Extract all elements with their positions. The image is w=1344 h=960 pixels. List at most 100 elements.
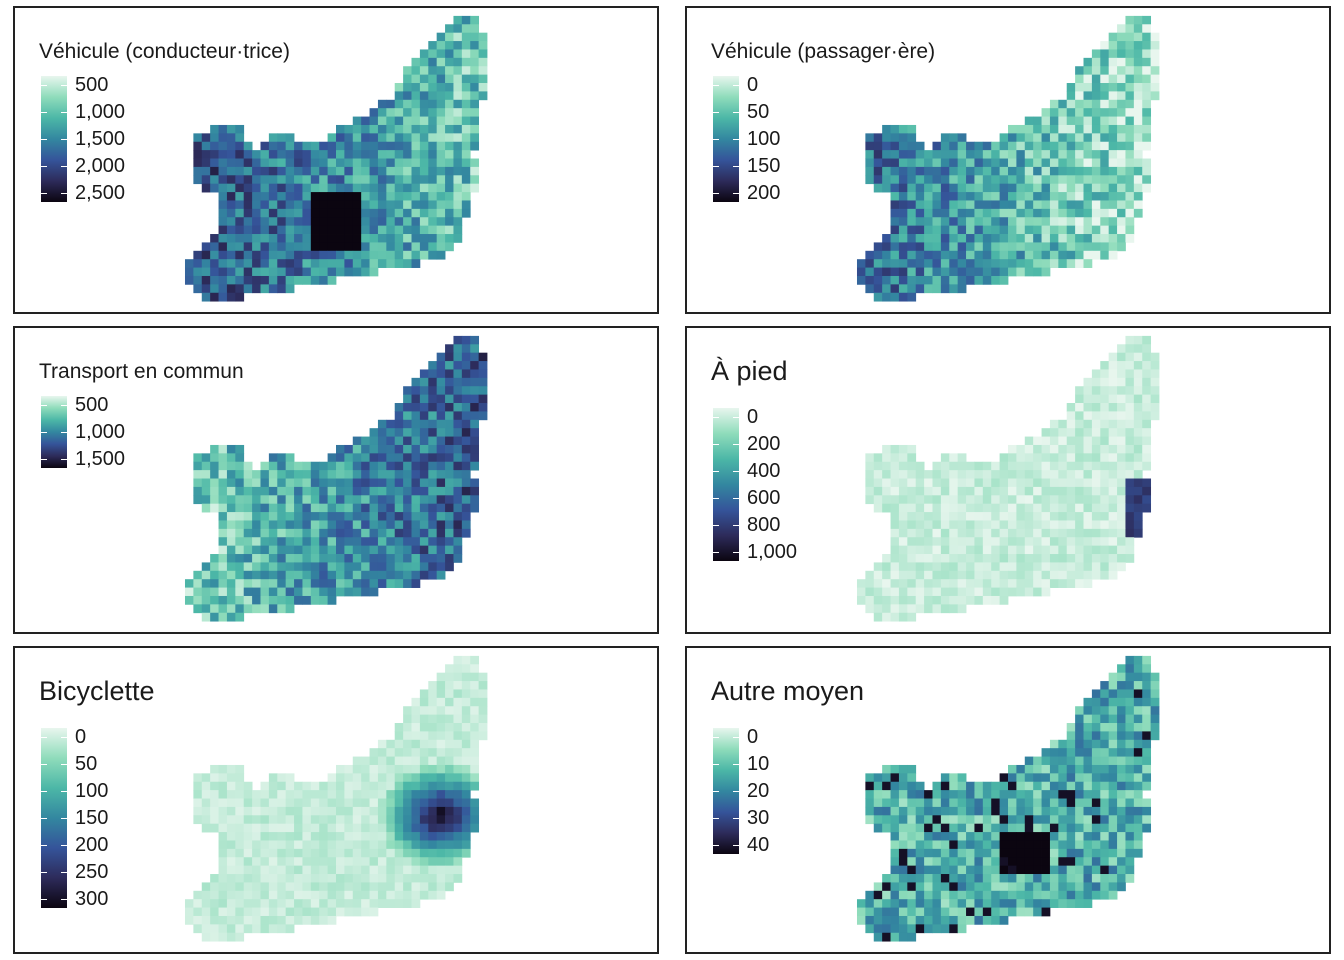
census-tract-321	[361, 175, 370, 185]
census-tract-65	[461, 83, 471, 92]
census-tract-436	[957, 528, 967, 538]
census-tract-160	[419, 773, 429, 783]
census-tract-176	[949, 141, 959, 151]
census-tract-140	[865, 453, 875, 463]
census-tract-55	[1142, 74, 1152, 84]
census-tract-190	[1066, 781, 1076, 791]
census-tract-631	[1066, 899, 1076, 908]
census-tract-477	[377, 537, 387, 547]
census-tract-10	[1133, 672, 1143, 682]
census-tract-150	[1008, 773, 1017, 783]
census-tract-346	[966, 823, 975, 833]
census-tract-58	[403, 83, 412, 92]
census-tract-661	[890, 595, 900, 605]
census-tract-320	[1024, 495, 1034, 505]
census-tract-142	[882, 133, 891, 143]
census-tract-411	[327, 840, 337, 850]
census-tract-56	[478, 394, 488, 404]
census-tract-213	[974, 150, 984, 159]
map-panel-bicyclette: Bicyclette 0 50 100 150 200 250 300	[13, 646, 659, 954]
census-tract-610	[218, 259, 228, 268]
census-tract-327	[1083, 495, 1093, 505]
census-tract-477	[1049, 537, 1059, 547]
census-tract-381	[999, 192, 1009, 201]
census-tract-574	[436, 242, 446, 252]
census-tract-607	[865, 899, 875, 908]
census-tract-52	[445, 394, 454, 404]
census-tract-531	[1008, 554, 1017, 563]
census-tract-520	[243, 874, 253, 883]
census-tract-544	[445, 874, 454, 883]
census-tract-686	[285, 604, 295, 614]
census-tract-543	[1108, 234, 1118, 243]
census-tract-629	[377, 259, 387, 268]
census-tract-460	[235, 537, 245, 547]
census-tract-64	[1125, 723, 1135, 732]
census-tract-553	[260, 242, 270, 252]
census-tract-220	[361, 470, 370, 479]
census-tract-522	[260, 554, 270, 563]
census-tract-580	[226, 890, 236, 900]
census-tract-330	[1108, 815, 1118, 825]
census-tract-578	[882, 250, 891, 260]
census-tract-463	[932, 217, 942, 227]
census-tract-257	[1066, 798, 1076, 808]
census-tract-412	[1008, 520, 1017, 530]
census-tract-161	[1100, 453, 1110, 463]
census-tract-297	[445, 806, 454, 816]
census-tract-195	[1108, 141, 1118, 151]
census-tract-395	[1117, 832, 1126, 841]
census-tract-172	[907, 461, 917, 471]
census-tract-200	[193, 150, 203, 159]
census-tract-16	[1125, 41, 1135, 50]
census-tract-592	[327, 250, 337, 260]
census-tract-447	[377, 848, 387, 858]
census-tract-77	[470, 731, 480, 741]
census-tract-180	[310, 461, 320, 471]
census-tract-189	[386, 781, 396, 791]
census-tract-35	[470, 377, 480, 387]
census-tract-432	[252, 528, 261, 538]
census-tract-320	[1024, 815, 1034, 825]
census-tract-288	[369, 806, 379, 816]
census-tract-97	[419, 748, 429, 757]
census-tract-117	[1133, 756, 1143, 766]
census-tract-563	[1016, 882, 1026, 892]
census-tract-417	[1049, 840, 1059, 850]
census-tract-404	[268, 200, 278, 210]
census-tract-441	[999, 848, 1009, 858]
census-tract-544	[1117, 234, 1126, 243]
census-tract-454	[436, 208, 446, 218]
census-tract-548	[890, 242, 900, 252]
census-tract-7	[1108, 32, 1118, 42]
census-tract-377	[294, 512, 303, 521]
census-tract-113	[428, 436, 438, 446]
census-tract-422	[419, 520, 429, 530]
census-tract-211	[957, 150, 967, 159]
census-tract-619	[966, 259, 975, 268]
census-tract-504	[361, 865, 370, 875]
census-tract-431	[243, 208, 253, 218]
census-tract-593	[336, 890, 345, 900]
census-tract-139	[1142, 764, 1152, 774]
census-tract-628	[369, 899, 379, 908]
census-tract-121	[226, 444, 236, 454]
census-tract-230	[445, 790, 454, 799]
census-tract-225	[1075, 790, 1084, 799]
census-tract-418	[1058, 840, 1068, 850]
census-tract-313	[294, 495, 303, 505]
census-tract-423	[428, 840, 438, 850]
census-tract-406	[957, 520, 967, 530]
census-tract-593	[336, 570, 345, 580]
census-tract-335	[873, 823, 883, 833]
census-tract-594	[1016, 890, 1026, 900]
census-tract-615	[932, 259, 942, 268]
census-tract-314	[302, 175, 312, 185]
census-tract-619	[294, 259, 303, 268]
census-tract-580	[898, 250, 908, 260]
census-tract-330	[1108, 495, 1118, 505]
census-tract-35	[1142, 57, 1152, 67]
census-tract-32	[445, 377, 454, 387]
census-tract-109	[1066, 436, 1076, 446]
census-tract-367	[470, 503, 480, 513]
